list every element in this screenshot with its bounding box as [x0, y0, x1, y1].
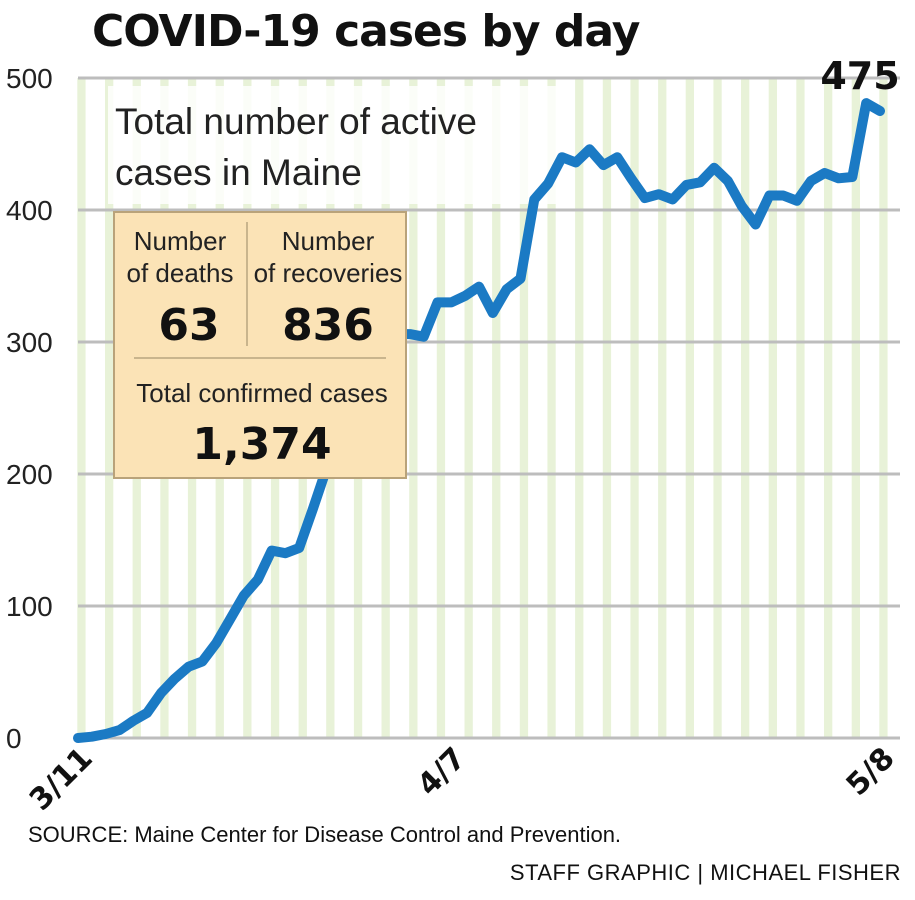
subtitle-panel: Total number of active cases in Maine	[108, 86, 563, 204]
day-band	[851, 78, 860, 738]
day-band	[409, 78, 418, 738]
day-band	[105, 78, 114, 738]
day-band	[519, 78, 529, 738]
day-band	[768, 78, 777, 738]
day-band	[796, 78, 805, 738]
y-tick-label: 0	[6, 723, 22, 754]
y-tick-label: 100	[6, 591, 53, 622]
active-cases-line	[73, 98, 885, 743]
day-band	[492, 78, 501, 738]
x-tick-label: 3/11	[23, 741, 100, 818]
chart-title: COVID-19 cases by day	[92, 6, 640, 57]
staff-credit: STAFF GRAPHIC | MICHAEL FISHER	[509, 860, 901, 885]
recoveries-label-line-2: of recoveries	[254, 258, 403, 288]
day-band	[575, 78, 584, 738]
y-tick-label: 500	[6, 63, 53, 94]
day-band	[630, 78, 639, 738]
y-tick-label: 300	[6, 327, 53, 358]
x-tick-label: 4/7	[411, 741, 473, 803]
day-band	[464, 78, 473, 738]
day-band	[658, 78, 667, 738]
recoveries-label-line-1: Number	[282, 226, 375, 256]
total-cases-label: Total confirmed cases	[136, 378, 387, 408]
total-cases-value: 1,374	[192, 419, 331, 470]
subtitle-line-2: cases in Maine	[115, 152, 362, 193]
stats-box-background	[113, 211, 407, 479]
x-tick-label: 5/8	[840, 741, 902, 803]
deaths-label-line-2: of deaths	[127, 258, 234, 288]
last-value-label: 475	[820, 54, 899, 98]
source-note: SOURCE: Maine Center for Disease Control…	[28, 822, 622, 847]
y-tick-label: 400	[6, 195, 53, 226]
day-band	[547, 78, 556, 738]
recoveries-value: 836	[282, 300, 374, 351]
day-band	[713, 78, 722, 738]
stats-box: Number of deaths 63 Number of recoveries…	[113, 211, 407, 479]
x-axis: 3/11 4/7 5/8	[23, 741, 902, 818]
day-band	[741, 78, 750, 738]
subtitle-backdrop	[108, 86, 563, 204]
deaths-value: 63	[158, 300, 219, 351]
day-band	[602, 78, 612, 738]
deaths-label-line-1: Number	[134, 226, 227, 256]
subtitle-line-1: Total number of active	[115, 101, 477, 142]
y-axis: 0 100 200 300 400 500	[6, 63, 53, 754]
line-chart: 0 100 200 300 400 500 Total number of active …	[6, 54, 902, 818]
day-band	[685, 78, 694, 738]
day-band	[879, 78, 888, 738]
day-band	[824, 78, 833, 738]
y-tick-label: 200	[6, 459, 53, 490]
day-band	[436, 78, 446, 738]
day-band	[77, 78, 86, 738]
